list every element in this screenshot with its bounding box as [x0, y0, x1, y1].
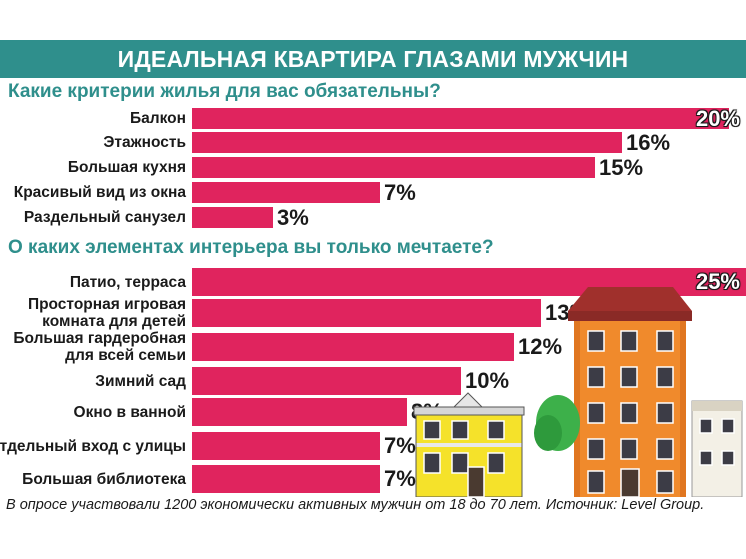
bar-value-label: 12% — [518, 334, 563, 359]
bar-value-label: 20% — [695, 105, 740, 131]
chart-title: ИДЕАЛЬНАЯ КВАРТИРА ГЛАЗАМИ МУЖЧИН — [0, 40, 746, 78]
window-icon — [656, 366, 674, 388]
bar — [192, 465, 380, 493]
bar — [192, 132, 622, 153]
window-icon — [487, 452, 505, 474]
window-icon — [721, 450, 735, 466]
window-icon — [620, 330, 638, 352]
window-icon — [587, 330, 605, 352]
window-icon — [620, 366, 638, 388]
bar-category-label: Красивый вид из окна — [13, 184, 186, 201]
bar-category-label: Большая библиотека — [22, 470, 186, 488]
bar — [192, 207, 273, 228]
buildings-illustration — [413, 287, 743, 497]
window-icon — [487, 420, 505, 440]
side-building-icon — [691, 400, 743, 497]
window-icon — [699, 418, 713, 434]
bar-category-label: Большая гардеробная для всей семьи — [13, 330, 186, 364]
window-icon — [451, 420, 469, 440]
tall-building-icon — [568, 287, 692, 497]
tree-icon — [534, 395, 580, 451]
source-footnote: В опросе участвовали 1200 экономически а… — [6, 497, 705, 513]
question-dream-interior: О каких элементах интерьера вы только ме… — [8, 237, 494, 258]
window-icon — [699, 450, 713, 466]
bar — [192, 333, 514, 361]
window-icon — [587, 366, 605, 388]
question-required-criteria: Какие критерии жилья для вас обязательны… — [8, 81, 441, 102]
bar — [192, 432, 380, 460]
bar-value-label: 7% — [384, 433, 416, 458]
bar-value-label: 7% — [384, 466, 416, 491]
bar — [192, 299, 541, 327]
bar-value-label: 25% — [695, 269, 740, 294]
bar — [192, 157, 595, 178]
bar — [192, 398, 407, 426]
bar-value-label: 7% — [384, 179, 416, 205]
window-icon — [620, 402, 638, 424]
window-icon — [423, 420, 441, 440]
window-icon — [620, 468, 640, 497]
window-icon — [451, 452, 469, 474]
bar-category-label: Патио, терраса — [69, 273, 186, 291]
bar — [192, 367, 461, 395]
window-icon — [656, 470, 674, 494]
bar-value-label: 10% — [465, 368, 510, 393]
bar — [192, 182, 380, 203]
bar-category-label: Отдельный вход с улицы — [0, 437, 186, 455]
window-icon — [656, 330, 674, 352]
bar-category-label: Балкон — [130, 110, 186, 127]
window-icon — [587, 438, 605, 460]
bar-category-label: Этажность — [103, 134, 186, 151]
window-icon — [656, 438, 674, 460]
window-icon — [423, 452, 441, 474]
window-icon — [656, 402, 674, 424]
bar-category-label: Раздельный санузел — [23, 209, 186, 226]
window-icon — [587, 470, 605, 494]
bar-category-label: Зимний сад — [95, 372, 186, 390]
window-icon — [587, 402, 605, 424]
window-icon — [620, 438, 638, 460]
bar-value-label: 16% — [626, 129, 671, 155]
bar-category-label: Просторная игровая комната для детей — [27, 296, 186, 330]
bar-category-label: Большая кухня — [67, 159, 186, 176]
window-icon — [721, 418, 735, 434]
bar — [192, 108, 729, 129]
bar-value-label: 3% — [277, 204, 309, 230]
bar-category-label: Окно в ванной — [73, 403, 186, 421]
bar-value-label: 15% — [599, 154, 644, 180]
window-icon — [467, 466, 485, 497]
